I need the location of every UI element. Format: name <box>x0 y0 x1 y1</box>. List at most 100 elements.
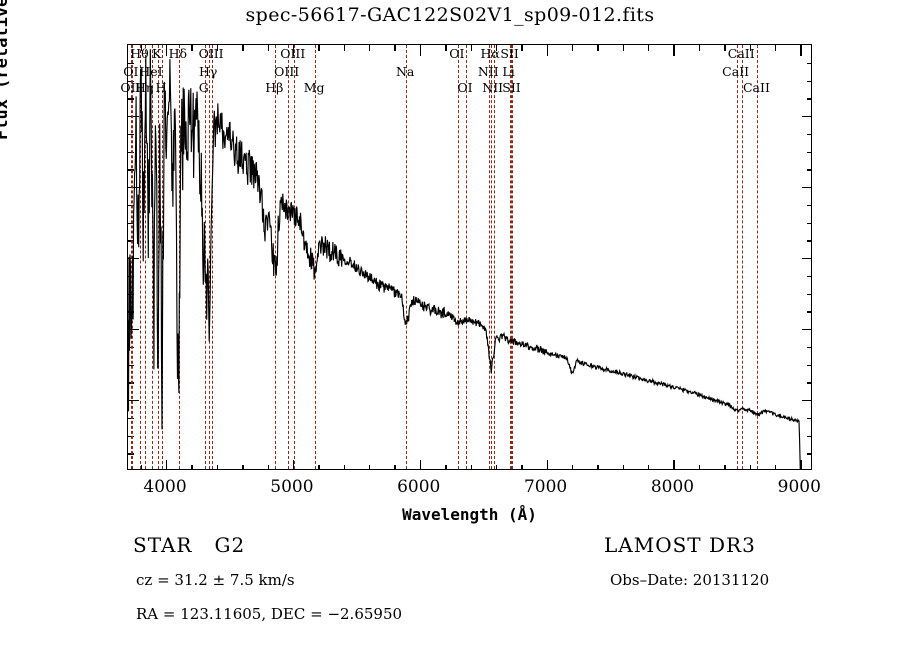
tick-mark <box>648 45 650 51</box>
tick-mark <box>807 240 811 242</box>
page-title: spec-56617-GAC122S02V1_sp09-012.fits <box>245 4 655 26</box>
tick-mark <box>369 45 371 51</box>
tick-mark <box>597 45 599 51</box>
tick-mark <box>419 460 422 469</box>
tick-mark <box>802 329 811 331</box>
line-marker-H <box>178 45 180 469</box>
x-axis-label: Wavelength (Å) <box>402 505 537 524</box>
tick-mark <box>166 460 168 469</box>
tick-mark <box>807 311 811 313</box>
tick-mark <box>673 45 675 56</box>
tick-mark <box>698 45 701 51</box>
line-marker-label: Hβ <box>265 80 284 95</box>
obs-date-label: Obs–Date: 20131120 <box>610 571 770 589</box>
tick-mark <box>419 45 422 56</box>
tick-mark <box>318 45 320 51</box>
line-marker-label: SII <box>502 80 521 95</box>
tick-mark <box>546 45 548 56</box>
line-marker-label: Hα <box>480 46 500 61</box>
tick-mark <box>698 465 701 469</box>
line-marker-label: CaII <box>742 80 770 95</box>
line-marker-label: OI <box>449 46 465 61</box>
line-marker-CaII <box>736 45 738 469</box>
tick-mark <box>216 45 219 51</box>
tick-mark <box>445 465 447 469</box>
line-marker-label: OIII <box>198 46 224 61</box>
tick-mark <box>521 465 523 469</box>
line-marker-label: OII <box>120 80 141 95</box>
line-marker-label: Hδ <box>168 46 188 61</box>
tick-mark <box>802 400 811 402</box>
line-marker-Na <box>406 45 408 469</box>
line-marker-label: Hη <box>134 80 154 95</box>
tick-mark <box>800 45 802 56</box>
tick-mark <box>807 293 811 295</box>
tick-mark <box>807 151 811 153</box>
tick-mark <box>802 258 811 260</box>
tick-mark <box>343 45 346 51</box>
tick-mark <box>622 465 625 469</box>
radial-velocity-label: cz = 31.2 ± 7.5 km/s <box>136 571 295 589</box>
line-marker-label: CaII <box>727 46 755 61</box>
tick-mark <box>128 187 139 189</box>
tick-mark <box>267 465 269 469</box>
line-marker-label: OIII <box>274 64 300 79</box>
tick-mark <box>128 364 134 366</box>
tick-mark <box>807 133 811 136</box>
tick-mark <box>128 417 134 420</box>
x-tick-label: 4000 <box>143 477 187 497</box>
tick-mark <box>128 62 134 65</box>
line-marker-SII <box>510 45 512 469</box>
tick-mark <box>128 435 134 437</box>
tick-mark <box>191 465 193 469</box>
line-marker-label: NII <box>482 80 504 95</box>
tick-mark <box>292 460 295 469</box>
tick-mark <box>597 465 599 469</box>
tick-mark <box>546 460 548 469</box>
line-marker-Li <box>509 45 511 469</box>
x-tick-label: 5000 <box>270 477 314 497</box>
tick-mark <box>394 465 396 469</box>
line-marker-label: SII <box>500 46 519 61</box>
line-marker-H <box>145 45 147 469</box>
tick-mark <box>774 465 777 469</box>
tick-mark <box>800 460 802 469</box>
tick-mark <box>318 465 320 469</box>
line-marker-label: CaII <box>722 64 750 79</box>
tick-mark <box>128 329 139 331</box>
tick-mark <box>128 133 134 136</box>
survey-label: LAMOST DR3 <box>604 533 756 557</box>
tick-mark <box>749 465 751 469</box>
line-marker-HeI <box>151 45 153 469</box>
line-marker-H <box>209 45 211 469</box>
line-marker-NII <box>489 45 491 469</box>
tick-mark <box>622 45 625 51</box>
tick-mark <box>128 98 134 100</box>
tick-mark <box>292 45 295 56</box>
tick-mark <box>571 465 574 469</box>
line-marker-SII <box>512 45 514 469</box>
x-tick-label: 9000 <box>777 477 821 497</box>
tick-mark <box>128 453 134 455</box>
tick-mark <box>724 45 726 51</box>
tick-mark <box>128 382 134 384</box>
object-type-label: STAR G2 <box>133 533 246 557</box>
tick-mark <box>807 62 811 65</box>
plot-frame <box>127 44 812 470</box>
tick-mark <box>521 45 523 51</box>
line-marker-OIII <box>293 45 295 469</box>
tick-mark <box>807 275 811 278</box>
line-marker-label: K <box>152 46 162 61</box>
tick-mark <box>807 435 811 437</box>
line-marker-label: NII <box>477 64 499 79</box>
tick-mark <box>242 45 244 51</box>
tick-mark <box>216 465 219 469</box>
line-marker-label: HeI <box>139 64 163 79</box>
x-tick-label: 7000 <box>523 477 568 497</box>
line-marker-H <box>275 45 277 469</box>
tick-mark <box>128 400 139 402</box>
line-marker-OIII <box>287 45 289 469</box>
line-marker-label: Li <box>502 64 515 79</box>
tick-mark <box>802 187 811 189</box>
